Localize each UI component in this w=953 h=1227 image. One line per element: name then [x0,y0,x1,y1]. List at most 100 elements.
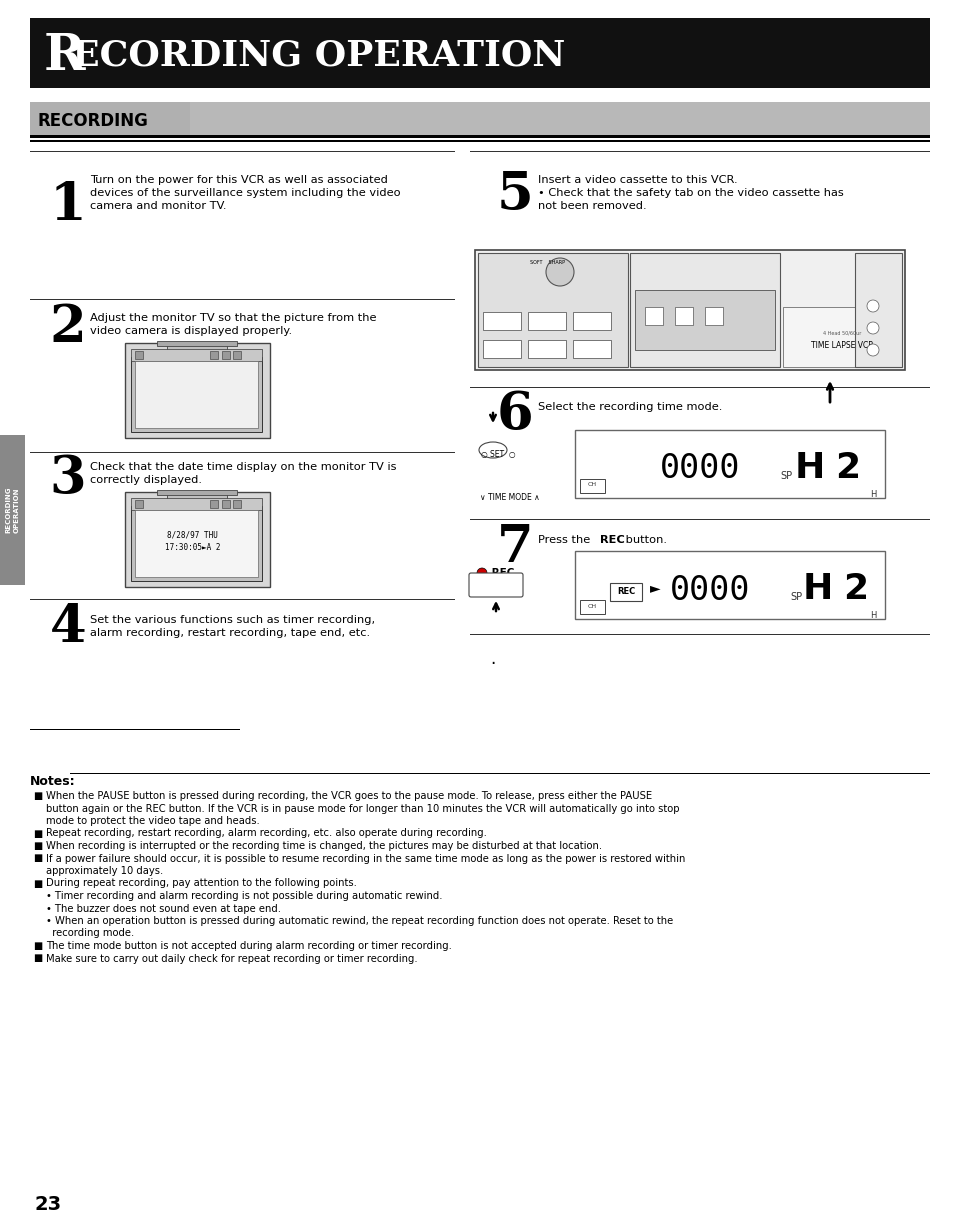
Bar [635,290,774,350]
Bar [131,506,262,582]
Bar [573,312,610,330]
Bar [167,492,227,499]
Circle shape [866,344,878,356]
Text: .: . [490,650,495,667]
Text: approximately 10 days.: approximately 10 days. [46,866,163,876]
Bar [609,583,641,601]
Text: Select the recording time mode.: Select the recording time mode. [537,402,721,412]
Text: When the PAUSE button is pressed during recording, the VCR goes to the pause mod: When the PAUSE button is pressed during … [46,791,652,801]
Bar [210,499,218,508]
Bar [30,18,929,88]
Bar [782,307,900,367]
FancyBboxPatch shape [469,573,522,598]
Bar [135,499,143,508]
Text: CH: CH [587,604,596,609]
Circle shape [866,321,878,334]
Text: ∨ TIME MODE ∧: ∨ TIME MODE ∧ [479,493,539,502]
Text: 2: 2 [50,303,87,353]
Bar [131,498,262,510]
Bar [30,135,929,137]
Text: 4: 4 [50,602,86,654]
Text: 2: 2 [842,572,867,606]
Text: ■: ■ [33,879,42,888]
Bar [30,102,929,136]
Bar [629,253,780,367]
Text: button.: button. [621,535,666,545]
Text: • When an operation button is pressed during automatic rewind, the repeat record: • When an operation button is pressed du… [46,917,673,926]
Bar [135,510,257,577]
Circle shape [545,258,574,286]
Bar [644,307,662,325]
Text: 1: 1 [50,179,87,231]
Text: REC: REC [488,568,514,578]
Text: 23: 23 [35,1195,62,1215]
Text: ►: ► [649,582,659,595]
Text: TIME LAPSE VCR: TIME LAPSE VCR [810,341,872,350]
Bar [527,312,565,330]
Bar [131,357,262,432]
Text: H: H [802,572,833,606]
Circle shape [866,299,878,312]
Ellipse shape [478,442,506,458]
Bar [527,340,565,358]
Text: ■: ■ [33,854,42,864]
Bar [210,351,218,360]
Text: 5: 5 [497,169,533,221]
Bar [854,253,901,367]
Bar [704,307,722,325]
Bar [135,351,143,360]
Text: SP: SP [780,471,791,481]
Text: Notes:: Notes: [30,775,75,788]
Circle shape [476,568,486,578]
Text: The time mode button is not accepted during alarm recording or timer recording.: The time mode button is not accepted dur… [46,941,452,951]
Bar [233,499,241,508]
Text: 3: 3 [50,453,86,503]
Text: CH: CH [587,482,596,487]
Bar [477,253,627,367]
Bar [233,351,241,360]
Bar [30,140,929,142]
Text: ○ SET  ○: ○ SET ○ [480,449,515,459]
Bar [157,341,236,346]
Text: RECORDING
OPERATION: RECORDING OPERATION [6,487,19,534]
Bar [575,429,884,498]
Text: REC: REC [617,588,635,596]
Text: mode to protect the video tape and heads.: mode to protect the video tape and heads… [46,816,259,826]
Text: Turn on the power for this VCR as well as associated
devices of the surveillance: Turn on the power for this VCR as well a… [90,175,400,211]
Bar [482,312,520,330]
Bar [482,340,520,358]
Text: ECORDING OPERATION: ECORDING OPERATION [71,39,565,72]
Bar [135,361,257,428]
Text: SP: SP [789,591,801,602]
Text: • Timer recording and alarm recording is not possible during automatic rewind.: • Timer recording and alarm recording is… [46,891,442,901]
Text: RECORDING: RECORDING [38,112,149,130]
Text: REC: REC [599,535,624,545]
Text: Press the: Press the [537,535,594,545]
Bar [167,344,227,350]
Text: • The buzzer does not sound even at tape end.: • The buzzer does not sound even at tape… [46,903,281,913]
Text: Repeat recording, restart recording, alarm recording, etc. also operate during r: Repeat recording, restart recording, ala… [46,828,486,838]
Text: ■: ■ [33,828,42,838]
Bar [579,600,604,614]
Text: ■: ■ [33,840,42,852]
Bar [30,729,240,730]
Text: R: R [44,32,86,81]
Bar [573,340,610,358]
Text: H: H [870,611,876,620]
Bar [475,250,904,371]
Bar [157,490,236,494]
Bar [575,551,884,618]
Bar [222,351,230,360]
Bar [0,436,25,585]
Bar [579,479,604,493]
Text: H: H [870,490,876,499]
Text: Check that the date time display on the monitor TV is
correctly displayed.: Check that the date time display on the … [90,463,396,485]
Text: 6: 6 [497,389,533,440]
Text: 4 Head 50/60ur: 4 Head 50/60ur [821,330,861,335]
Bar [70,773,929,774]
Text: 0000: 0000 [669,573,750,606]
Text: Insert a video cassette to this VCR.
• Check that the safety tab on the video ca: Insert a video cassette to this VCR. • C… [537,175,842,211]
Text: 2: 2 [834,452,860,485]
Text: When recording is interrupted or the recording time is changed, the pictures may: When recording is interrupted or the rec… [46,840,601,852]
Text: 7: 7 [497,523,533,573]
